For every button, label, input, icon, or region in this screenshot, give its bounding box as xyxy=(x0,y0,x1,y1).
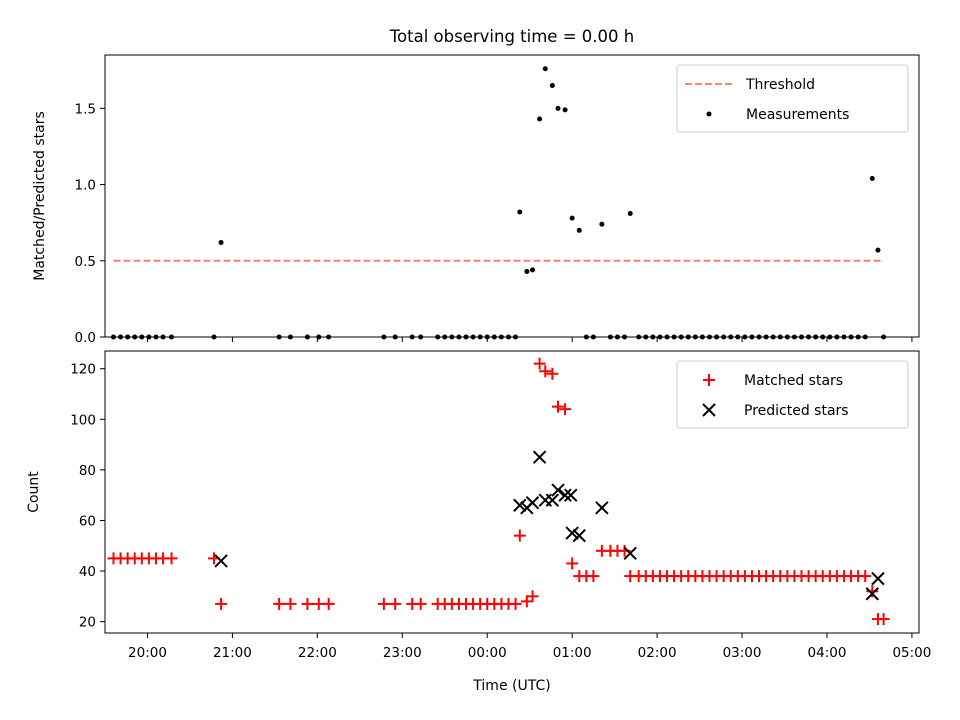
predicted-star-point xyxy=(865,587,879,601)
matched-star-point xyxy=(539,365,552,378)
measurement-point xyxy=(542,66,548,72)
matched-star-point xyxy=(566,557,579,570)
x-tick-label: 23:00 xyxy=(383,645,422,661)
ratio-y-tick-label: 0.5 xyxy=(75,254,96,270)
measurement-point xyxy=(549,82,555,88)
ratio-plot-frame xyxy=(104,54,920,338)
matched-star-point xyxy=(284,597,297,610)
predicted-star-point xyxy=(565,526,579,540)
x-tick-label: 22:00 xyxy=(298,645,337,661)
matched-star-point xyxy=(559,403,572,416)
matched-star-point xyxy=(273,597,286,610)
matched-star-point xyxy=(215,597,228,610)
measurement-point xyxy=(524,268,530,274)
ratio-y-ticks: 0.0 0.5 1.0 1.5 xyxy=(75,101,105,346)
predicted-star-point xyxy=(525,496,540,510)
count-plot-frame xyxy=(104,350,920,634)
x-tick-label: 00:00 xyxy=(468,645,507,661)
matched-star-point xyxy=(509,597,522,610)
matched-star-point xyxy=(546,367,559,380)
predicted-star-point xyxy=(572,528,586,543)
predicted-star-point xyxy=(558,488,572,502)
matched-star-point xyxy=(526,590,539,603)
x-tick-label: 04:00 xyxy=(808,645,847,661)
legend-matched-marker xyxy=(703,374,715,386)
count-legend-box xyxy=(676,360,909,429)
matched-star-point xyxy=(552,400,565,413)
ratio-y-tick-label: 0.0 xyxy=(75,330,96,346)
x-tick-label: 05:00 xyxy=(892,645,931,661)
ratio-legend: Threshold Measurements xyxy=(676,64,909,133)
predicted-star-point xyxy=(545,493,560,507)
matched-star-point xyxy=(414,597,427,610)
count-y-tick-label: 80 xyxy=(79,463,96,479)
ratio-legend-box xyxy=(676,64,909,133)
measurement-point xyxy=(869,175,875,181)
x-tick-label: 01:00 xyxy=(553,645,592,661)
predicted-star-point xyxy=(214,554,228,568)
matched-star-point xyxy=(165,552,178,565)
matched-star-point xyxy=(377,597,390,610)
legend-threshold-label: Threshold xyxy=(745,77,815,93)
ratio-y-tick-label: 1.5 xyxy=(75,101,96,117)
count-x-ticks: 20:00 21:00 22:00 23:00 00:00 01:00 02:00 03:00… xyxy=(128,633,931,661)
matched-star-point xyxy=(322,597,335,610)
x-tick-label: 21:00 xyxy=(213,645,252,661)
measurement-point xyxy=(218,239,224,245)
ratio-plot: 0.0 0.5 1.0 1.5 Matched/Predicted stars Thr… xyxy=(32,54,920,346)
matched-star-point xyxy=(533,357,546,370)
count-points-layer xyxy=(107,357,890,626)
x-tick-label: 03:00 xyxy=(723,645,762,661)
matched-star-point xyxy=(513,529,526,542)
predicted-star-point xyxy=(871,571,885,586)
measurement-point xyxy=(875,247,881,253)
count-y-tick-label: 40 xyxy=(79,564,96,580)
count-y-tick-label: 60 xyxy=(79,513,96,529)
x-tick-label: 20:00 xyxy=(128,645,167,661)
matched-star-point xyxy=(520,595,533,608)
measurement-point xyxy=(537,116,543,122)
matched-star-point xyxy=(866,585,879,598)
ratio-y-axis-label: Matched/Predicted stars xyxy=(32,111,48,281)
measurement-point xyxy=(627,211,633,217)
predicted-star-point xyxy=(623,546,637,561)
matched-star-point xyxy=(301,597,314,610)
matched-star-point xyxy=(587,570,600,583)
matched-star-point xyxy=(859,570,872,583)
count-y-tick-label: 100 xyxy=(70,412,96,428)
chart-title: Total observing time = 0.00 h xyxy=(389,27,634,46)
x-axis-label: Time (UTC) xyxy=(472,678,550,694)
measurement-point xyxy=(599,221,605,227)
measurement-point xyxy=(530,267,536,273)
count-legend: Matched stars Predicted stars xyxy=(676,360,909,429)
measurement-point xyxy=(576,227,582,233)
count-plot: 20 40 60 80 100 120 20:00 21:00 22:00 23:00 00:00… xyxy=(26,350,931,694)
count-y-tick-label: 20 xyxy=(79,615,96,631)
ratio-x-ticks xyxy=(146,337,913,342)
predicted-star-point xyxy=(551,483,565,497)
count-y-tick-label: 120 xyxy=(70,362,96,378)
count-y-ticks: 20 40 60 80 100 120 xyxy=(70,362,105,631)
ratio-y-tick-label: 1.0 xyxy=(75,178,96,194)
legend-predicted-marker xyxy=(702,403,716,417)
measurement-point xyxy=(555,105,561,111)
legend-measurement-marker xyxy=(706,111,712,117)
legend-measurements-label: Measurements xyxy=(746,107,849,123)
count-y-axis-label: Count xyxy=(26,471,42,513)
measurement-point xyxy=(569,215,575,221)
measurement-point xyxy=(517,209,523,215)
predicted-star-point xyxy=(513,498,527,512)
predicted-star-point xyxy=(595,501,609,515)
legend-matched-label: Matched stars xyxy=(744,373,843,389)
matched-star-point xyxy=(389,597,402,610)
predicted-star-point xyxy=(564,488,578,502)
legend-predicted-label: Predicted stars xyxy=(744,403,849,419)
x-tick-label: 02:00 xyxy=(638,645,677,661)
measurement-point xyxy=(562,107,568,113)
matched-star-point xyxy=(877,613,890,626)
predicted-star-point xyxy=(532,450,547,464)
